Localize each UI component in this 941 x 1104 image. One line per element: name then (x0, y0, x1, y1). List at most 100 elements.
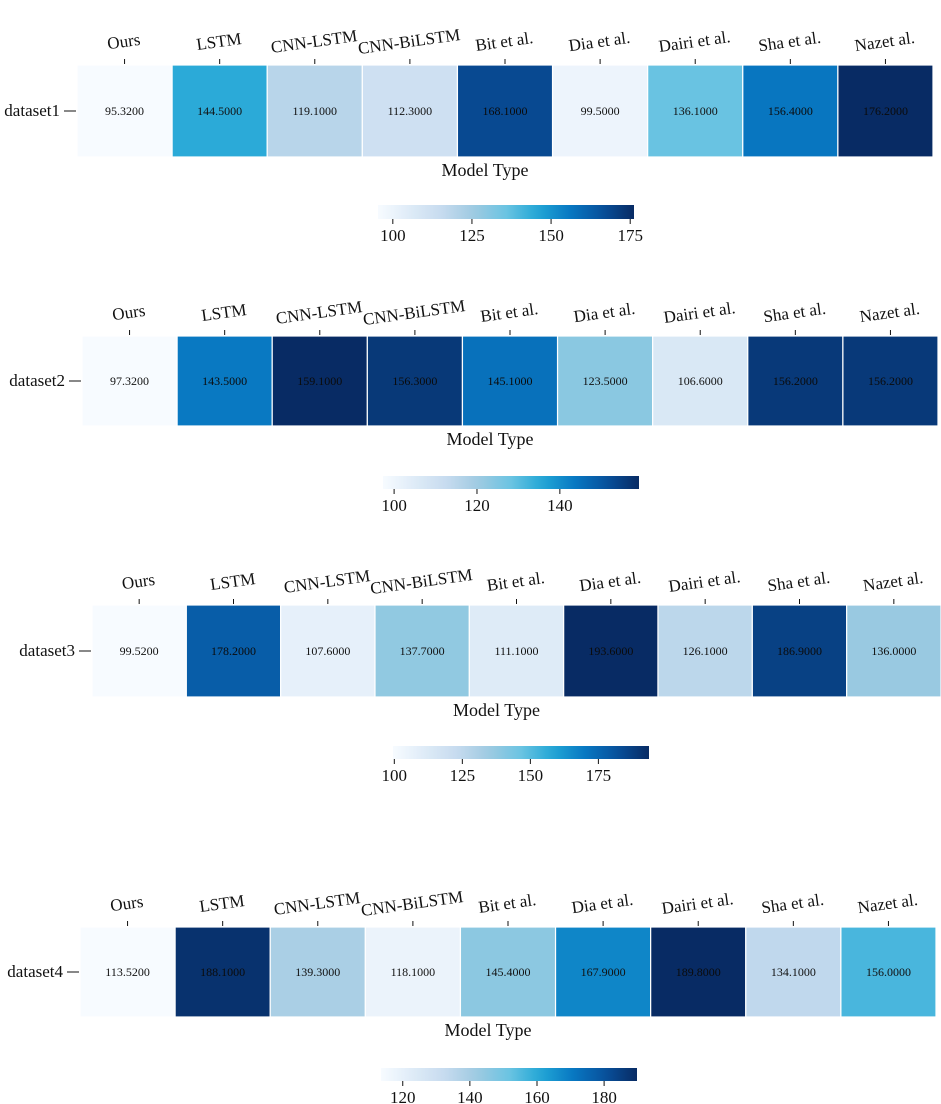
colorbar-tick-label: 100 (382, 766, 408, 785)
cell-value-label: 159.1000 (297, 374, 342, 388)
heatmap-cell (81, 335, 178, 427)
x-tick-label: Nazet al. (853, 28, 915, 55)
heatmap-cell (650, 926, 747, 1018)
row-label: dataset2 (9, 371, 65, 390)
heatmap-cell (840, 926, 937, 1018)
row-label: dataset4 (7, 962, 63, 981)
x-axis-title: Model Type (445, 1020, 532, 1040)
cell-value-label: 118.1000 (391, 965, 436, 979)
cell-value-label: 167.9000 (581, 965, 626, 979)
row-label: dataset1 (4, 101, 60, 120)
x-tick-label: Sha et al. (757, 28, 822, 56)
heatmap-cell (185, 604, 282, 698)
cell-value-label: 139.3000 (295, 965, 340, 979)
x-tick-label: Bit et al. (477, 890, 537, 917)
heatmap-cell (459, 926, 557, 1018)
cell-value-label: 156.2000 (773, 374, 818, 388)
heatmap-cell (842, 335, 939, 427)
heatmap-panel-dataset1: 95.3200 Ours 144.5000 LSTM 119.1000 CNN-LSTM 1… (4, 25, 934, 245)
x-tick-label: Sha et al. (760, 890, 825, 918)
cell-value-label: 156.3000 (392, 374, 437, 388)
colorbar-tick-label: 140 (547, 496, 573, 515)
x-tick-label: Sha et al. (766, 568, 831, 596)
cell-value-label: 123.5000 (583, 374, 628, 388)
heatmap-cell (174, 926, 271, 1018)
x-tick-label: Dia et al. (567, 28, 631, 55)
heatmap-cell (652, 335, 749, 427)
cell-value-label: 168.1000 (483, 104, 528, 118)
x-tick-label: Ours (121, 570, 156, 593)
x-tick-label: CNN-BiLSTM (369, 565, 474, 598)
x-tick-label: CNN-BiLSTM (360, 887, 465, 920)
x-tick-label: Ours (109, 892, 144, 915)
x-tick-label: LSTM (209, 569, 257, 594)
cell-value-label: 145.1000 (488, 374, 533, 388)
heatmap-cell (271, 335, 368, 427)
cell-value-label: 95.3200 (105, 104, 144, 118)
colorbar-tick-label: 100 (381, 496, 407, 515)
x-tick-label: LSTM (198, 891, 246, 916)
heatmap-cell (647, 64, 744, 158)
x-tick-label: CNN-LSTM (270, 26, 359, 57)
x-tick-label: CNN-LSTM (283, 566, 372, 597)
x-tick-label: Bit et al. (479, 299, 539, 326)
colorbar-tick-label: 150 (538, 226, 564, 245)
cell-value-label: 156.0000 (866, 965, 911, 979)
cell-value-label: 176.2000 (863, 104, 908, 118)
x-axis-title: Model Type (442, 160, 529, 180)
heatmap-cell (461, 335, 559, 427)
cell-value-label: 193.6000 (588, 644, 633, 658)
x-tick-label: Nazet al. (862, 568, 924, 595)
heatmap-cell (846, 604, 941, 698)
heatmap-cell (456, 64, 554, 158)
colorbar-tick-label: 175 (617, 226, 643, 245)
x-tick-label: Dairi et al. (657, 27, 731, 56)
x-tick-label: Ours (111, 301, 146, 324)
x-tick-label: Sha et al. (762, 299, 827, 327)
cell-value-label: 112.3000 (388, 104, 433, 118)
colorbar-tick-label: 125 (459, 226, 485, 245)
cell-value-label: 145.4000 (486, 965, 531, 979)
x-tick-label: LSTM (195, 29, 243, 54)
x-tick-label: Dia et al. (570, 890, 634, 917)
cell-value-label: 111.1000 (494, 644, 538, 658)
x-tick-label: Dairi et al. (662, 298, 736, 327)
cell-value-label: 136.1000 (673, 104, 718, 118)
colorbar-tick-label: 160 (524, 1088, 550, 1104)
colorbar-tick-label: 140 (457, 1088, 483, 1104)
heatmap-cell (468, 604, 565, 698)
x-tick-label: Dairi et al. (660, 889, 734, 918)
cell-value-label: 189.8000 (676, 965, 721, 979)
cell-value-label: 134.1000 (771, 965, 816, 979)
x-tick-label: Bit et al. (474, 28, 534, 55)
heatmap-panel-dataset2: 97.3200 Ours 143.5000 LSTM 159.1000 CNN-LSTM 1… (9, 296, 939, 515)
heatmap-cell (361, 64, 459, 158)
colorbar-tick-label: 180 (591, 1088, 617, 1104)
x-tick-label: Ours (106, 30, 141, 53)
heatmap-cell (76, 64, 173, 158)
x-tick-label: Dia et al. (572, 299, 636, 326)
heatmap-cell (79, 926, 176, 1018)
colorbar-tick-label: 120 (390, 1088, 416, 1104)
x-tick-label: Bit et al. (486, 568, 546, 595)
heatmap-cell (751, 604, 848, 698)
cell-value-label: 156.2000 (868, 374, 913, 388)
colorbar-tick-label: 150 (518, 766, 544, 785)
cell-value-label: 99.5000 (581, 104, 620, 118)
x-axis-title: Model Type (447, 429, 534, 449)
colorbar-tick-label: 100 (380, 226, 406, 245)
heatmap-cell (657, 604, 753, 698)
colorbar (381, 1068, 637, 1081)
cell-value-label: 156.4000 (768, 104, 813, 118)
heatmap-cell (551, 64, 649, 158)
cell-value-label: 144.5000 (197, 104, 242, 118)
heatmap-cell (747, 335, 844, 427)
heatmap-cell (745, 926, 842, 1018)
heatmap-cell (266, 64, 363, 158)
heatmap-cell (837, 64, 934, 158)
x-tick-label: Nazet al. (858, 299, 920, 326)
heatmap-cell (554, 926, 652, 1018)
heatmap-cell (269, 926, 366, 1018)
x-axis-title: Model Type (453, 700, 540, 720)
